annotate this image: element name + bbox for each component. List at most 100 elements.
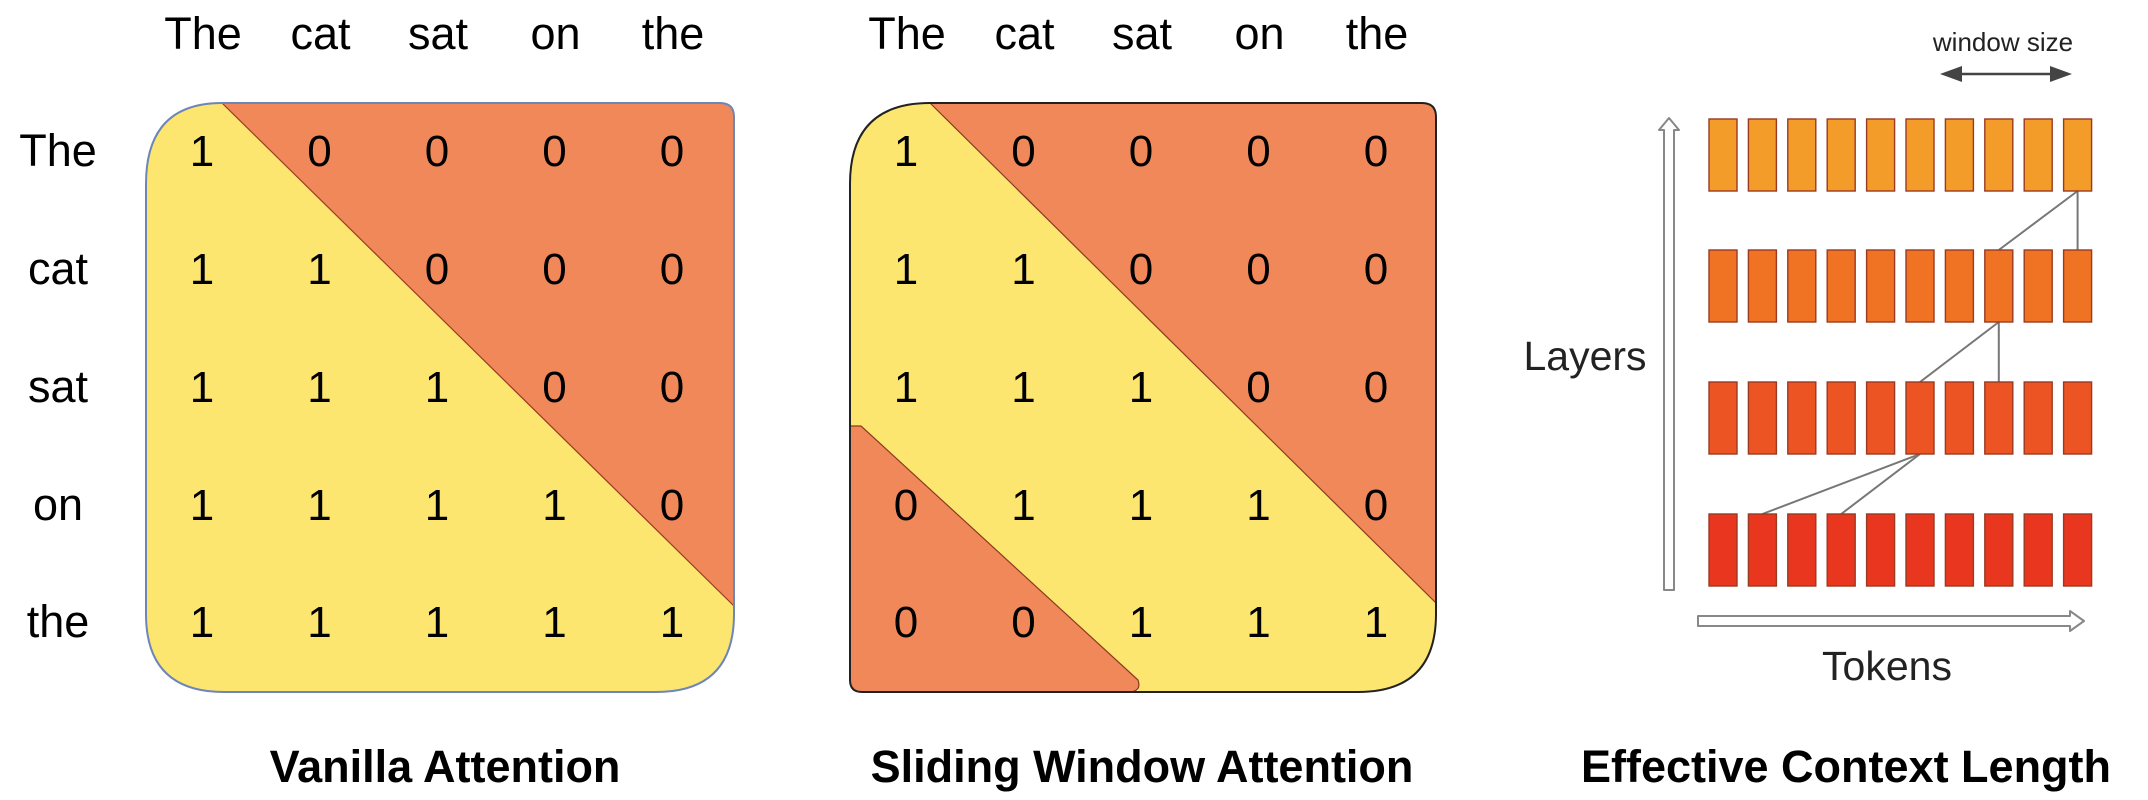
vanilla-matrix-border xyxy=(145,102,735,693)
row-header: The xyxy=(19,125,97,176)
receptive-field-connectors xyxy=(1762,190,2079,515)
context-caption: Effective Context Length xyxy=(1581,741,2111,792)
token-box xyxy=(1708,513,1738,587)
token-box xyxy=(1708,381,1738,455)
token-box xyxy=(1747,118,1778,192)
token-box xyxy=(1865,249,1896,323)
sliding-cell: 1 xyxy=(1129,481,1153,530)
vanilla-cell: 1 xyxy=(425,481,449,530)
row-header: sat xyxy=(28,361,89,412)
vanilla-cell: 0 xyxy=(542,127,566,176)
vanilla-cell: 1 xyxy=(190,245,214,294)
token-box xyxy=(1747,249,1778,323)
token-box xyxy=(2023,118,2053,192)
vanilla-cell: 1 xyxy=(307,481,331,530)
window-size-label: window size xyxy=(1932,27,2073,57)
tokens-label: Tokens xyxy=(1822,643,1952,689)
vanilla-cell: 1 xyxy=(190,481,214,530)
token-box xyxy=(1787,118,1817,192)
row-header: on xyxy=(33,479,83,530)
vanilla-column-header: The xyxy=(164,8,242,59)
sliding-cell: 0 xyxy=(1364,127,1388,176)
token-box xyxy=(1708,249,1738,323)
token-box xyxy=(2023,513,2053,587)
vanilla-cell: 1 xyxy=(307,363,331,412)
sliding-cell: 0 xyxy=(894,481,918,530)
sliding-column-header: the xyxy=(1346,8,1409,59)
connector-line xyxy=(1919,321,2000,383)
sliding-cell: 0 xyxy=(1364,245,1388,294)
sliding-cell: 0 xyxy=(1011,127,1035,176)
sliding-caption: Sliding Window Attention xyxy=(871,741,1414,792)
sliding-column-headers: The cat sat on the xyxy=(868,8,1408,59)
vanilla-matrix-cells: 1 0 0 0 0 1 1 0 0 0 1 1 1 0 0 1 1 1 1 0 1 1 1 1 1 xyxy=(190,127,684,647)
connector-line xyxy=(1998,190,2079,251)
token-box xyxy=(1826,118,1856,192)
sliding-cell: 1 xyxy=(1129,598,1153,647)
sliding-column-header: cat xyxy=(994,8,1055,59)
vanilla-column-headers: The cat sat on the xyxy=(164,8,704,59)
sliding-column-header: sat xyxy=(1112,8,1173,59)
vanilla-caption: Vanilla Attention xyxy=(270,741,621,792)
token-box xyxy=(1944,381,1975,455)
token-box xyxy=(1905,249,1935,323)
sliding-cell: 0 xyxy=(1246,363,1270,412)
layers-axis-arrow xyxy=(1658,117,1680,591)
row-header: the xyxy=(27,596,90,647)
vanilla-cell: 1 xyxy=(542,481,566,530)
vanilla-cell: 1 xyxy=(190,127,214,176)
vanilla-cell: 0 xyxy=(307,127,331,176)
token-box xyxy=(1708,118,1738,192)
token-box xyxy=(1787,381,1817,455)
vanilla-cell: 0 xyxy=(425,127,449,176)
sliding-cell: 1 xyxy=(1129,363,1153,412)
vanilla-column-header: cat xyxy=(290,8,351,59)
layers-label: Layers xyxy=(1523,333,1646,379)
vanilla-cell: 0 xyxy=(660,127,684,176)
tokens-axis-arrow xyxy=(1697,610,2085,632)
sliding-cell: 0 xyxy=(894,598,918,647)
sliding-cell: 0 xyxy=(1129,245,1153,294)
vanilla-row-headers: The cat sat on the xyxy=(19,125,97,647)
vanilla-cell: 1 xyxy=(190,363,214,412)
token-box xyxy=(1826,513,1856,587)
token-box xyxy=(2062,513,2093,587)
token-box xyxy=(1865,118,1896,192)
token-box xyxy=(1905,513,1935,587)
token-box xyxy=(2062,118,2093,192)
vanilla-cell: 0 xyxy=(660,245,684,294)
window-size-arrow xyxy=(1940,66,2072,82)
sliding-cell: 1 xyxy=(894,127,918,176)
token-box xyxy=(1826,381,1856,455)
sliding-cell: 0 xyxy=(1011,598,1035,647)
token-box xyxy=(1787,249,1817,323)
vanilla-cell: 1 xyxy=(425,363,449,412)
sliding-matrix-border xyxy=(849,102,1437,693)
token-box xyxy=(1984,118,2014,192)
vanilla-cell: 1 xyxy=(307,245,331,294)
token-box xyxy=(2023,249,2053,323)
token-box xyxy=(1905,118,1935,192)
token-box xyxy=(1865,381,1896,455)
vanilla-column-header: the xyxy=(642,8,705,59)
vanilla-cell: 1 xyxy=(542,598,566,647)
sliding-cell: 1 xyxy=(894,245,918,294)
token-box xyxy=(1747,513,1778,587)
effective-context-panel: window size Layers Tokens Effective Cont… xyxy=(1523,27,2111,792)
sliding-cell: 1 xyxy=(1011,363,1035,412)
sliding-attend-region xyxy=(850,103,1436,692)
token-box xyxy=(1787,513,1817,587)
sliding-cell: 1 xyxy=(1011,245,1035,294)
vanilla-cell: 0 xyxy=(542,245,566,294)
token-box xyxy=(1747,381,1778,455)
sliding-cell: 0 xyxy=(1364,481,1388,530)
sliding-window-attention-panel: The cat sat on the 1 0 0 0 01 1 0 0 01 1 1 0 00 1 1 1 00 0 1 1 1… xyxy=(849,8,1437,792)
sliding-cell: 1 xyxy=(1246,481,1270,530)
vanilla-cell: 0 xyxy=(660,481,684,530)
token-box xyxy=(2062,381,2093,455)
connector-line xyxy=(1762,453,1921,515)
token-box xyxy=(1944,118,1975,192)
token-box xyxy=(1944,249,1975,323)
